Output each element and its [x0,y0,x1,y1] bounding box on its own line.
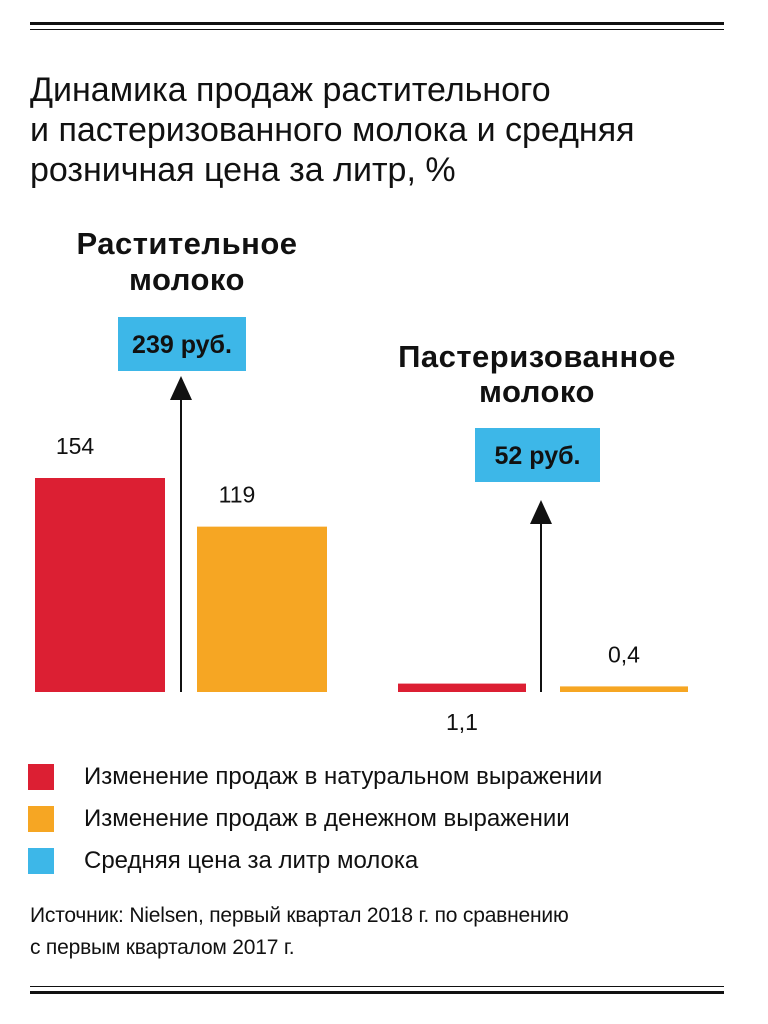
bar-pasteurized-volume [398,683,526,692]
source-line-2: с первым кварталом 2017 г. [30,936,295,959]
category-title-plant-2: молоко [129,262,245,297]
price-callout-label-plant: 239 руб. [132,331,232,359]
bar-plant-volume [35,478,165,692]
legend-swatch-volume [28,764,54,790]
bottom-rule-thin [30,986,724,987]
value-label-pasteurized-value: 0,4 [608,641,640,667]
top-rule-thick [30,22,724,25]
title-line-1: Динамика продаж растительного [30,71,551,109]
bar-plant-value [197,526,327,692]
source-note: Источник: Nielsen, первый квартал 2018 г… [30,900,730,964]
bottom-rule-thick [30,991,724,994]
legend-label-value: Изменение продаж в денежном выражении [84,805,570,832]
value-label-plant-volume: 154 [56,433,95,459]
value-label-plant-value: 119 [219,482,256,508]
category-title-plant-1: Растительное [76,226,297,261]
legend-swatch-price [28,848,54,874]
title-line-3: розничная цена за литр, % [30,151,456,189]
arrow-head-pasteurized [530,500,552,524]
chart-title: Динамика продаж растительного и пастериз… [30,70,750,190]
source-line-1: Источник: Nielsen, первый квартал 2018 г… [30,904,569,927]
price-callout-box-pasteurized [475,428,600,482]
category-title-pasteurized-2: молоко [479,374,595,409]
arrow-head-plant [170,376,192,400]
top-rule-thin [30,29,724,30]
value-label-pasteurized-volume: 1,1 [446,709,478,735]
price-callout-box-plant [118,317,246,371]
legend-label-volume: Изменение продаж в натуральном выражении [84,763,603,790]
price-callout-label-pasteurized: 52 руб. [495,442,581,470]
legend-swatch-value [28,806,54,832]
category-title-pasteurized-1: Пастеризованное [398,339,676,374]
title-line-2: и пастеризованного молока и средняя [30,111,635,149]
legend-label-price: Средняя цена за литр молока [84,847,419,874]
bar-pasteurized-value [560,686,688,692]
